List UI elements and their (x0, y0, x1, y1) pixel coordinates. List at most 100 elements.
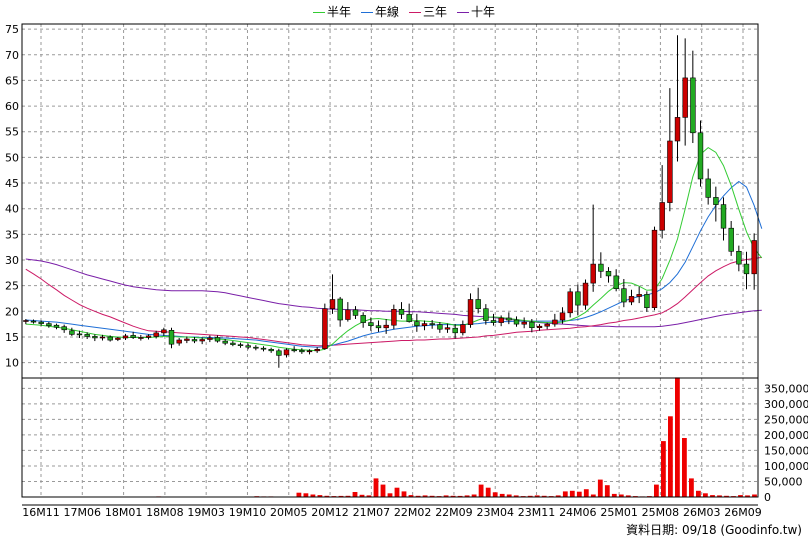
candle-body (46, 323, 52, 327)
candle-body (590, 263, 596, 284)
candle-body (260, 347, 267, 350)
time-tick-label: 25M08 (642, 506, 680, 519)
candle-body (214, 337, 221, 342)
price-tick-label: 65 (5, 74, 19, 87)
candle-body (161, 329, 167, 334)
candle-body (605, 270, 612, 277)
time-tick-label: 19M10 (229, 506, 267, 519)
candle-body (61, 326, 67, 331)
candle-body (728, 227, 734, 252)
legend-swatch (360, 12, 373, 13)
volume-bar (443, 495, 449, 497)
volume-bar (471, 494, 477, 497)
candle-body (153, 332, 159, 337)
volume-bar (618, 494, 624, 497)
candle-body (322, 308, 328, 350)
candle-body (536, 325, 543, 329)
candle-body (138, 337, 144, 339)
candle-body (467, 299, 474, 325)
time-tick-label: 17M06 (64, 506, 102, 519)
candle-body (199, 339, 205, 342)
volume-bar (499, 493, 505, 497)
volume-tick-label: 100,000 (764, 460, 808, 473)
candle-body (544, 323, 550, 327)
volume-bar (576, 491, 582, 497)
candle-body (483, 308, 489, 321)
volume-bar (492, 492, 498, 497)
time-tick-label: 22M09 (435, 506, 473, 519)
candle-body (559, 312, 566, 321)
volume-bar (401, 491, 407, 497)
time-tick-label: 18M08 (146, 506, 184, 519)
volume-bar (696, 490, 701, 497)
candle-body (743, 263, 750, 275)
price-tick-label: 35 (5, 228, 19, 241)
price-tick-label: 40 (5, 203, 19, 216)
volume-bar (675, 377, 680, 497)
volume-bar (654, 484, 659, 497)
time-tick-label: 23M04 (476, 506, 514, 519)
time-tick-label: 26M09 (724, 506, 762, 519)
candle-body (682, 77, 688, 118)
candle-body (168, 329, 175, 345)
candle-body (383, 324, 389, 329)
time-tick-label: 19M03 (187, 506, 225, 519)
time-tick-label: 18M01 (105, 506, 143, 519)
price-tick-label: 60 (5, 100, 19, 113)
price-tick-label: 10 (5, 357, 19, 370)
volume-tick-label: 150,000 (764, 444, 808, 457)
volume-bar (534, 495, 540, 497)
candle-body (713, 197, 719, 205)
candle-body (621, 288, 627, 303)
volume-bar (752, 494, 757, 497)
candle-body (659, 202, 665, 231)
price-tick-label: 75 (5, 23, 19, 36)
legend-swatch (312, 12, 325, 13)
legend-item: 三年 (409, 3, 447, 20)
candle-body (245, 345, 251, 348)
candle-body (306, 350, 313, 353)
data-date-footer: 資料日期: 09/18 (Goodinfo.tw) (626, 523, 802, 537)
volume-bar (352, 492, 358, 497)
candle-body (299, 349, 305, 353)
volume-bar (710, 495, 715, 497)
volume-bar (604, 485, 610, 497)
candle-body (736, 251, 742, 265)
volume-bar (703, 493, 708, 497)
price-tick-label: 55 (5, 126, 19, 139)
candle-body (207, 337, 213, 340)
candle-body (230, 342, 236, 345)
candle-body (176, 339, 182, 344)
volume-bar (661, 441, 666, 497)
volume-tick-label: 350,000 (764, 382, 808, 395)
legend-swatch (457, 12, 470, 13)
volume-bar (394, 487, 400, 497)
candle-body (460, 324, 466, 334)
time-tick-label: 25M01 (600, 506, 638, 519)
candle-body (498, 317, 504, 323)
volume-bar (450, 495, 456, 497)
candle-body (268, 348, 274, 352)
time-tick-label: 24M06 (559, 506, 597, 519)
volume-bar (317, 495, 323, 497)
candle-body (697, 132, 704, 180)
candle-body (490, 320, 497, 323)
price-tick-label: 70 (5, 49, 19, 62)
candle-body (122, 335, 129, 339)
candle-body (276, 350, 282, 356)
volume-bar (345, 495, 351, 497)
candle-body (360, 315, 366, 323)
volume-bar (408, 495, 414, 497)
plot-frame (21, 23, 759, 506)
volume-bar (380, 484, 386, 497)
candle-body (628, 296, 635, 303)
volume-bar (541, 495, 547, 497)
candle-body (506, 317, 512, 321)
volume-bar (597, 479, 603, 497)
candle-body (184, 338, 190, 341)
candle-body (237, 344, 244, 347)
volume-tick-label: 250,000 (764, 413, 808, 426)
price-tick-label: 25 (5, 280, 19, 293)
candle-body (582, 282, 589, 306)
